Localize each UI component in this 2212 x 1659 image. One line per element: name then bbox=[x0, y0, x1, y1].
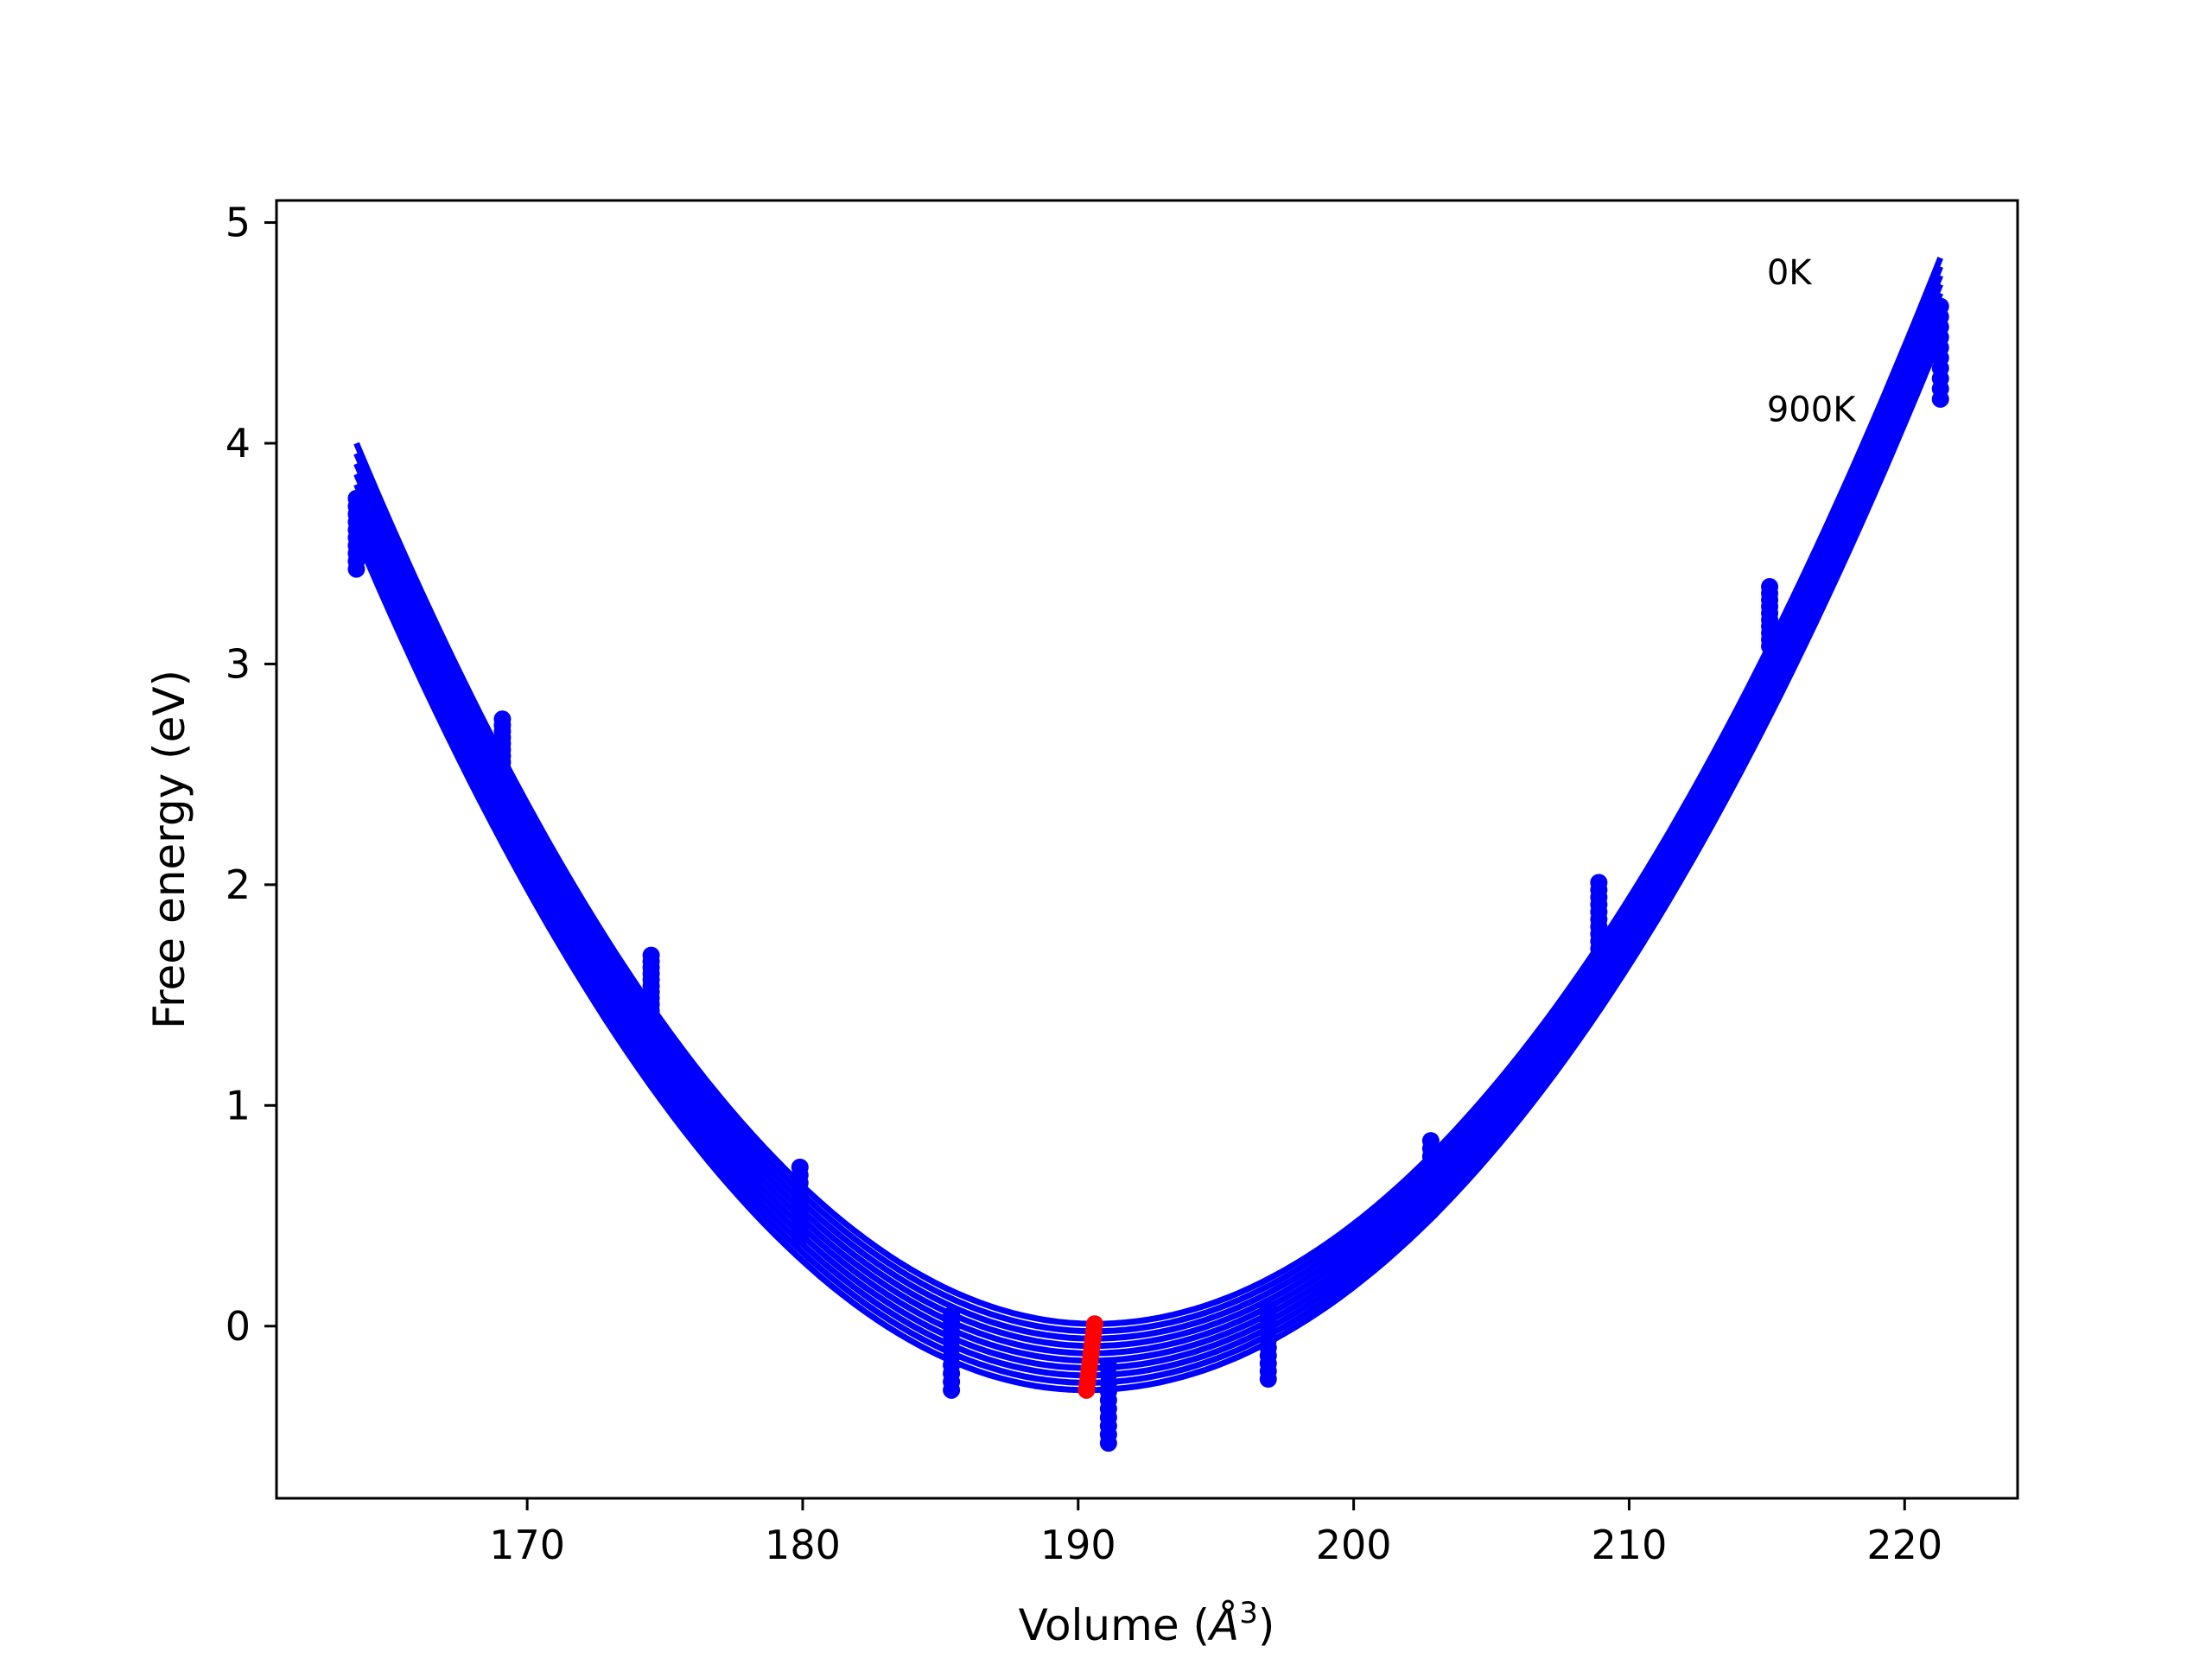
fit-curves bbox=[353, 257, 1943, 1394]
y-axis-ticks: 0 1 2 3 4 5 bbox=[226, 200, 276, 1350]
y-tick-label: 5 bbox=[226, 200, 251, 246]
temperature-annotation: 900K bbox=[1767, 390, 1857, 429]
fit-curve-800K bbox=[353, 327, 1943, 1386]
y-tick-label: 2 bbox=[226, 861, 251, 908]
plot-frame bbox=[275, 199, 2019, 1500]
minimum-point bbox=[1077, 1381, 1096, 1399]
fit-curve-900K bbox=[353, 336, 1943, 1394]
x-tick-label: 170 bbox=[489, 1522, 565, 1568]
x-axis-ticks: 170 180 190 200 210 220 bbox=[489, 1498, 1942, 1568]
data-point bbox=[1590, 939, 1608, 957]
data-point bbox=[1421, 1202, 1440, 1220]
data-point bbox=[642, 1001, 660, 1020]
fit-curve-0K bbox=[353, 257, 1943, 1327]
x-tick-label: 220 bbox=[1866, 1522, 1942, 1568]
data-point bbox=[1099, 1434, 1117, 1452]
y-axis-label: Free energy (eV) bbox=[144, 670, 194, 1029]
y-tick-label: 4 bbox=[226, 420, 251, 467]
fit-curve-200K bbox=[353, 274, 1943, 1342]
x-axis-label: Volume (Å3) bbox=[1019, 1596, 1275, 1650]
data-points bbox=[347, 297, 1949, 1452]
temperature-annotation: 0K bbox=[1767, 253, 1813, 293]
x-tick-label: 200 bbox=[1316, 1522, 1392, 1568]
data-point bbox=[493, 766, 512, 784]
fit-curve-500K bbox=[353, 301, 1943, 1364]
fit-curve-600K bbox=[353, 309, 1943, 1371]
minimum-points bbox=[1077, 1315, 1103, 1399]
fit-curve-100K bbox=[353, 265, 1943, 1335]
data-point bbox=[1761, 637, 1779, 655]
x-tick-label: 210 bbox=[1592, 1522, 1668, 1568]
y-tick-label: 1 bbox=[226, 1082, 251, 1128]
y-tick-label: 3 bbox=[226, 640, 251, 687]
data-point bbox=[791, 1229, 809, 1247]
fit-curve-400K bbox=[353, 291, 1943, 1357]
temperature-annotations: 0K 900K bbox=[1767, 253, 1857, 429]
fit-curve-300K bbox=[353, 283, 1943, 1350]
x-tick-label: 180 bbox=[765, 1522, 841, 1568]
data-point bbox=[347, 560, 365, 578]
y-tick-label: 0 bbox=[226, 1303, 251, 1350]
data-point bbox=[943, 1381, 961, 1399]
fit-curve-700K bbox=[353, 318, 1943, 1379]
data-point bbox=[1931, 390, 1949, 408]
x-tick-label: 190 bbox=[1040, 1522, 1116, 1568]
data-point bbox=[1259, 1370, 1277, 1389]
